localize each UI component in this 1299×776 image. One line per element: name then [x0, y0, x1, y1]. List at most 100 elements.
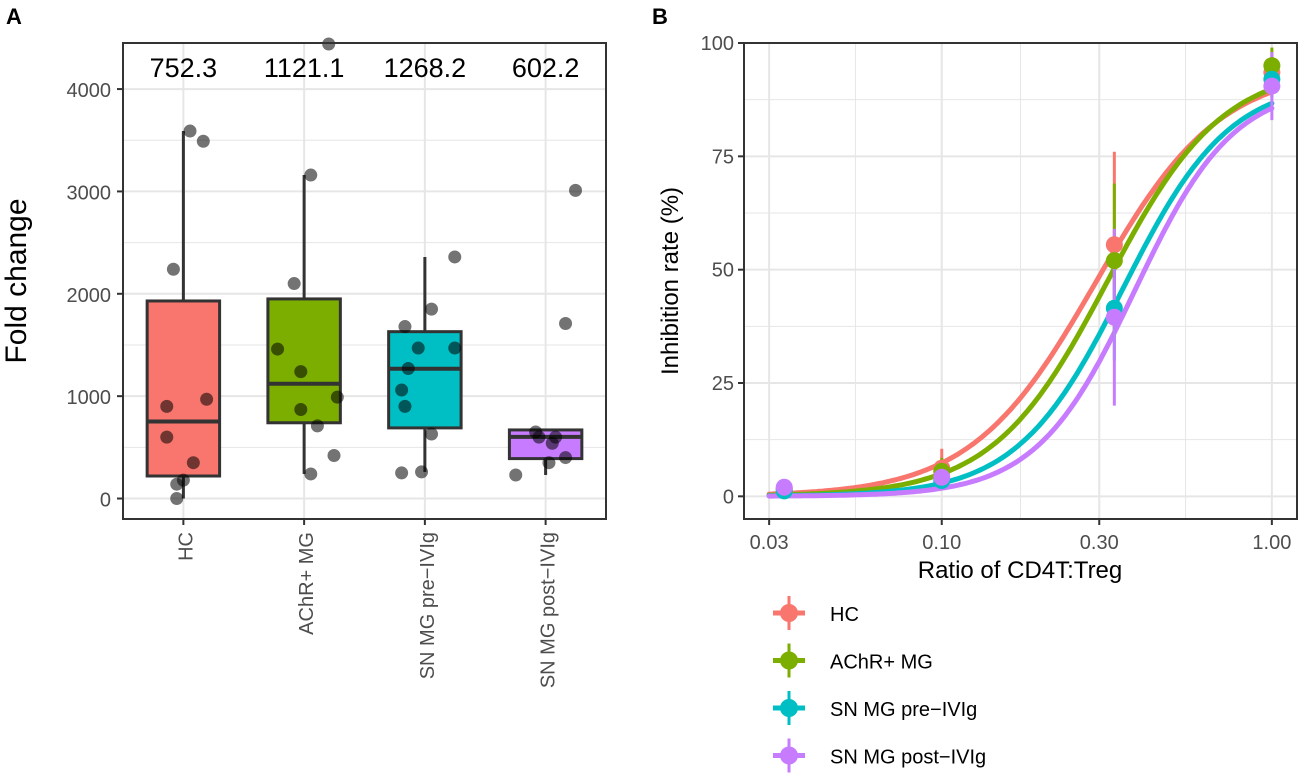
box-body [145, 299, 222, 478]
panel-b-lineplot: 0 25 50 75 100 0.03 0.10 0.30 1.00 Ratio of CD4… [657, 33, 1298, 773]
median-annotation: 1121.1 [264, 53, 345, 83]
panel-a-points [160, 37, 583, 506]
data-point [1263, 77, 1281, 95]
panel-a-tag: A [6, 4, 22, 29]
data-point [160, 430, 174, 444]
box-0 [145, 131, 222, 499]
data-point [775, 478, 793, 496]
data-point [559, 316, 573, 330]
y-tick-label: 0 [100, 490, 111, 512]
panel-a-border [122, 42, 607, 520]
legend-label: SN MG pre−IVIg [830, 699, 977, 721]
y-tick-label: 4000 [67, 80, 112, 102]
data-point [569, 183, 583, 197]
data-point [411, 341, 425, 355]
data-point [448, 250, 462, 264]
data-point [170, 492, 184, 506]
data-point [401, 362, 415, 376]
data-point [448, 341, 462, 355]
legend-marker [780, 604, 798, 622]
panel-a-x-axis: HC AChR+ MG SN MG pre−IVIg SN MG post−IVIg [175, 519, 560, 688]
data-point [1263, 57, 1281, 75]
data-point [425, 427, 439, 441]
data-point [425, 302, 439, 316]
x-tick-label: HC [175, 532, 197, 561]
data-point [327, 449, 341, 463]
panel-a-boxplot: 752.3 1121.1 1268.2 602.2 0 1000 2000 3000 4000… [0, 37, 607, 688]
data-point [398, 320, 412, 334]
data-point [1105, 252, 1123, 270]
legend-item-1: AChR+ MG [773, 643, 933, 678]
legend-item-3: SN MG post−IVIg [773, 738, 986, 773]
data-point [166, 262, 180, 276]
legend-label: SN MG post−IVIg [830, 747, 986, 769]
y-tick-label: 25 [712, 373, 734, 395]
panel-b-points [775, 57, 1281, 500]
x-tick-label: 1.00 [1252, 532, 1291, 554]
data-point [183, 124, 197, 138]
legend-marker [780, 699, 798, 717]
data-point [160, 399, 174, 413]
data-point [287, 277, 301, 291]
data-point [196, 134, 210, 148]
legend-marker [780, 746, 798, 765]
x-tick-label: 0.03 [750, 532, 789, 554]
x-tick-label: SN MG post−IVIg [538, 532, 560, 688]
panel-b-y-axis-title: Inhibition rate (%) [657, 187, 684, 375]
panel-a-annotations: 752.3 1121.1 1268.2 602.2 [150, 53, 580, 83]
legend-label: HC [830, 604, 859, 626]
data-point [304, 168, 318, 182]
data-point [200, 392, 214, 406]
box-1 [266, 175, 342, 474]
legend-item-2: SN MG pre−IVIg [773, 691, 977, 725]
x-tick-label: 0.30 [1080, 532, 1119, 554]
box-body [266, 297, 342, 425]
y-tick-label: 1000 [67, 387, 112, 409]
y-tick-label: 100 [701, 33, 734, 55]
data-point [294, 365, 308, 379]
data-point [398, 399, 412, 413]
data-point [933, 468, 951, 486]
data-point [322, 37, 336, 51]
data-point [271, 342, 285, 356]
x-tick-label: AChR+ MG [296, 532, 318, 635]
data-point [509, 468, 523, 482]
median-annotation: 752.3 [150, 53, 218, 83]
data-point [330, 390, 344, 404]
y-tick-label: 2000 [67, 285, 112, 307]
y-tick-label: 50 [712, 260, 734, 282]
panel-b-tag: B [652, 4, 668, 29]
data-point [395, 466, 409, 480]
legend-item-0: HC [773, 596, 859, 630]
data-point [294, 402, 308, 416]
data-point [310, 419, 324, 433]
panel-b-legend: HC AChR+ MG SN MG pre−IVIg SN MG post−IVIg [773, 596, 986, 773]
x-tick-label: SN MG pre−IVIg [417, 532, 439, 679]
median-annotation: 602.2 [512, 53, 580, 83]
panel-a-boxes [145, 131, 584, 499]
y-tick-label: 0 [723, 486, 734, 508]
legend-marker [780, 651, 798, 670]
data-point [415, 465, 429, 479]
panel-a-y-axis-title: Fold change [0, 198, 33, 363]
data-point [186, 456, 200, 470]
data-point [545, 436, 559, 450]
x-tick-label: 0.10 [922, 532, 961, 554]
data-point [542, 456, 556, 470]
data-point [395, 383, 409, 397]
panel-b-x-axis: 0.03 0.10 0.30 1.00 [750, 519, 1291, 554]
panel-b-curves [766, 86, 1275, 499]
data-point [1105, 236, 1123, 254]
data-point [170, 477, 184, 491]
y-tick-label: 3000 [67, 182, 112, 204]
y-tick-label: 75 [712, 146, 734, 168]
curve-3 [766, 105, 1275, 499]
data-point [1105, 308, 1123, 326]
data-point [304, 467, 318, 481]
data-point [559, 451, 573, 465]
panel-a-y-axis: 0 1000 2000 3000 4000 [67, 80, 123, 512]
data-point [529, 425, 543, 439]
legend-label: AChR+ MG [830, 652, 933, 674]
panel-b-x-axis-title: Ratio of CD4T:Treg [918, 557, 1123, 584]
